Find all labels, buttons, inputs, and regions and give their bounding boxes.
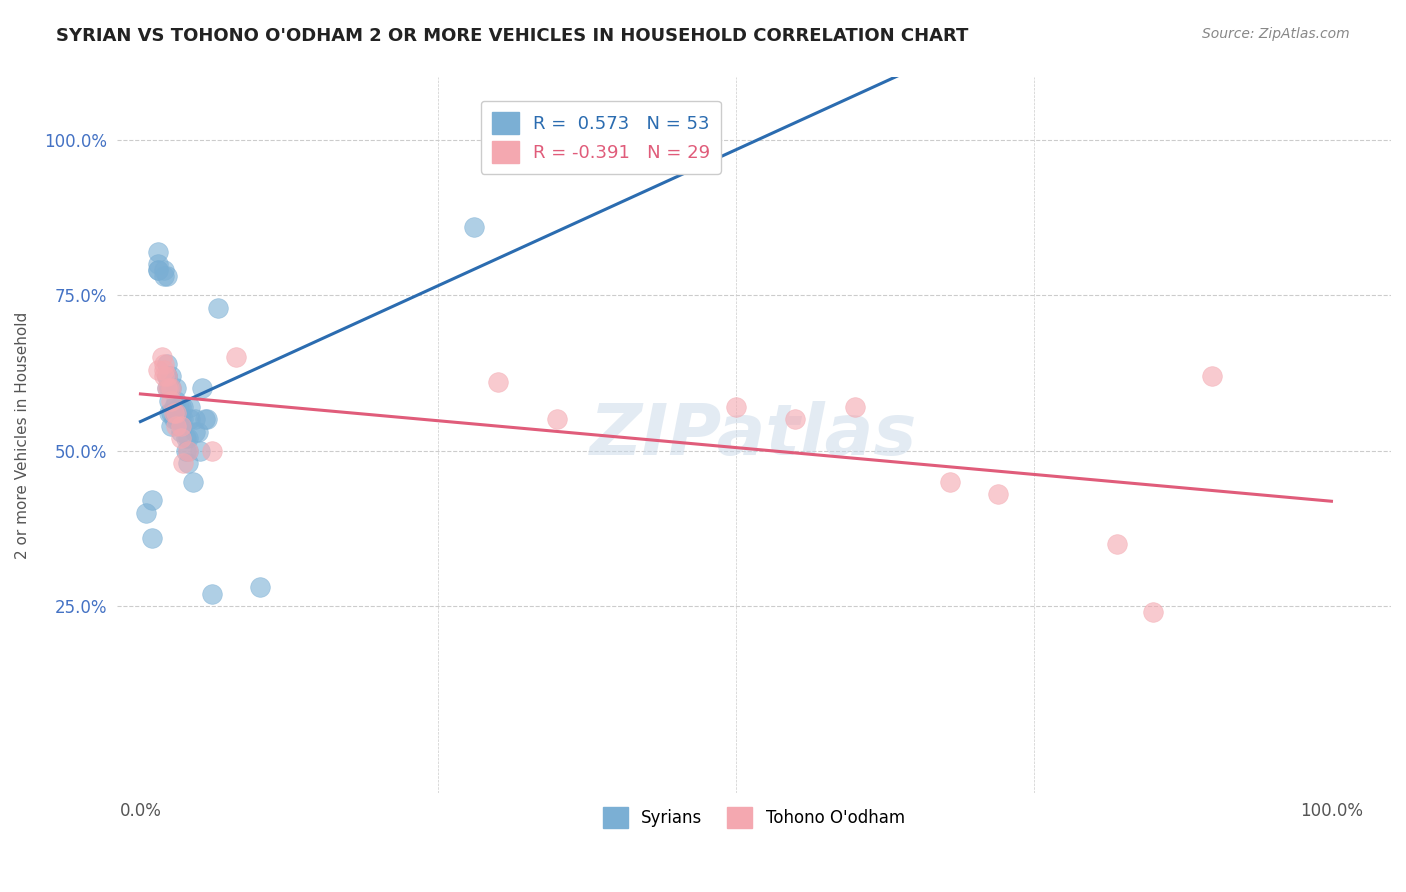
Point bbox=[156, 368, 179, 383]
Point bbox=[179, 412, 201, 426]
Point bbox=[156, 381, 179, 395]
Point bbox=[170, 418, 193, 433]
Point bbox=[160, 381, 183, 395]
Point bbox=[167, 400, 190, 414]
Point bbox=[160, 418, 183, 433]
Point bbox=[170, 412, 193, 426]
Point bbox=[939, 475, 962, 489]
Text: Source: ZipAtlas.com: Source: ZipAtlas.com bbox=[1202, 27, 1350, 41]
Point bbox=[546, 412, 568, 426]
Point bbox=[172, 412, 194, 426]
Point bbox=[987, 487, 1010, 501]
Point bbox=[148, 263, 170, 277]
Point bbox=[165, 393, 187, 408]
Point bbox=[153, 368, 176, 383]
Point bbox=[156, 269, 179, 284]
Point bbox=[172, 400, 194, 414]
Point bbox=[148, 257, 170, 271]
Point bbox=[153, 363, 176, 377]
Point bbox=[165, 418, 187, 433]
Point bbox=[177, 443, 200, 458]
Point bbox=[785, 412, 807, 426]
Point bbox=[160, 368, 183, 383]
Point bbox=[194, 412, 217, 426]
Point bbox=[724, 400, 747, 414]
Point bbox=[187, 425, 209, 439]
Point bbox=[156, 368, 179, 383]
Point bbox=[191, 381, 214, 395]
Point bbox=[153, 269, 176, 284]
Point bbox=[167, 412, 190, 426]
Point bbox=[188, 443, 211, 458]
Point bbox=[1142, 605, 1164, 619]
Point bbox=[1201, 368, 1223, 383]
Point bbox=[135, 506, 157, 520]
Y-axis label: 2 or more Vehicles in Household: 2 or more Vehicles in Household bbox=[15, 311, 30, 558]
Point bbox=[163, 412, 186, 426]
Point bbox=[165, 406, 187, 420]
Point bbox=[179, 400, 201, 414]
Point bbox=[177, 431, 200, 445]
Point bbox=[170, 425, 193, 439]
Point bbox=[195, 412, 218, 426]
Point bbox=[160, 406, 183, 420]
Point bbox=[163, 400, 186, 414]
Point bbox=[150, 351, 173, 365]
Point bbox=[148, 244, 170, 259]
Point bbox=[249, 581, 271, 595]
Point bbox=[160, 393, 183, 408]
Point bbox=[225, 351, 247, 365]
Point bbox=[153, 263, 176, 277]
Point bbox=[1105, 537, 1128, 551]
Point bbox=[156, 368, 179, 383]
Point bbox=[157, 406, 180, 420]
Point bbox=[141, 493, 163, 508]
Point bbox=[207, 301, 229, 315]
Point bbox=[156, 357, 179, 371]
Legend: Syrians, Tohono O'odham: Syrians, Tohono O'odham bbox=[596, 801, 911, 834]
Point bbox=[181, 475, 204, 489]
Point bbox=[184, 412, 207, 426]
Point bbox=[153, 357, 176, 371]
Point bbox=[165, 412, 187, 426]
Point bbox=[844, 400, 866, 414]
Point bbox=[156, 381, 179, 395]
Point bbox=[160, 381, 183, 395]
Point bbox=[174, 443, 197, 458]
Point bbox=[148, 263, 170, 277]
Point bbox=[157, 393, 180, 408]
Point bbox=[184, 425, 207, 439]
Text: SYRIAN VS TOHONO O'ODHAM 2 OR MORE VEHICLES IN HOUSEHOLD CORRELATION CHART: SYRIAN VS TOHONO O'ODHAM 2 OR MORE VEHIC… bbox=[56, 27, 969, 45]
Point bbox=[163, 406, 186, 420]
Point bbox=[201, 443, 224, 458]
Point bbox=[141, 531, 163, 545]
Point bbox=[157, 381, 180, 395]
Point bbox=[148, 363, 170, 377]
Point bbox=[157, 381, 180, 395]
Text: ZIPatlas: ZIPatlas bbox=[591, 401, 918, 469]
Point bbox=[177, 456, 200, 470]
Point bbox=[170, 431, 193, 445]
Point bbox=[165, 381, 187, 395]
Point bbox=[606, 133, 628, 147]
Point bbox=[486, 375, 509, 389]
Point bbox=[174, 431, 197, 445]
Point bbox=[463, 219, 485, 234]
Point bbox=[177, 443, 200, 458]
Point bbox=[201, 587, 224, 601]
Point bbox=[172, 456, 194, 470]
Point bbox=[170, 400, 193, 414]
